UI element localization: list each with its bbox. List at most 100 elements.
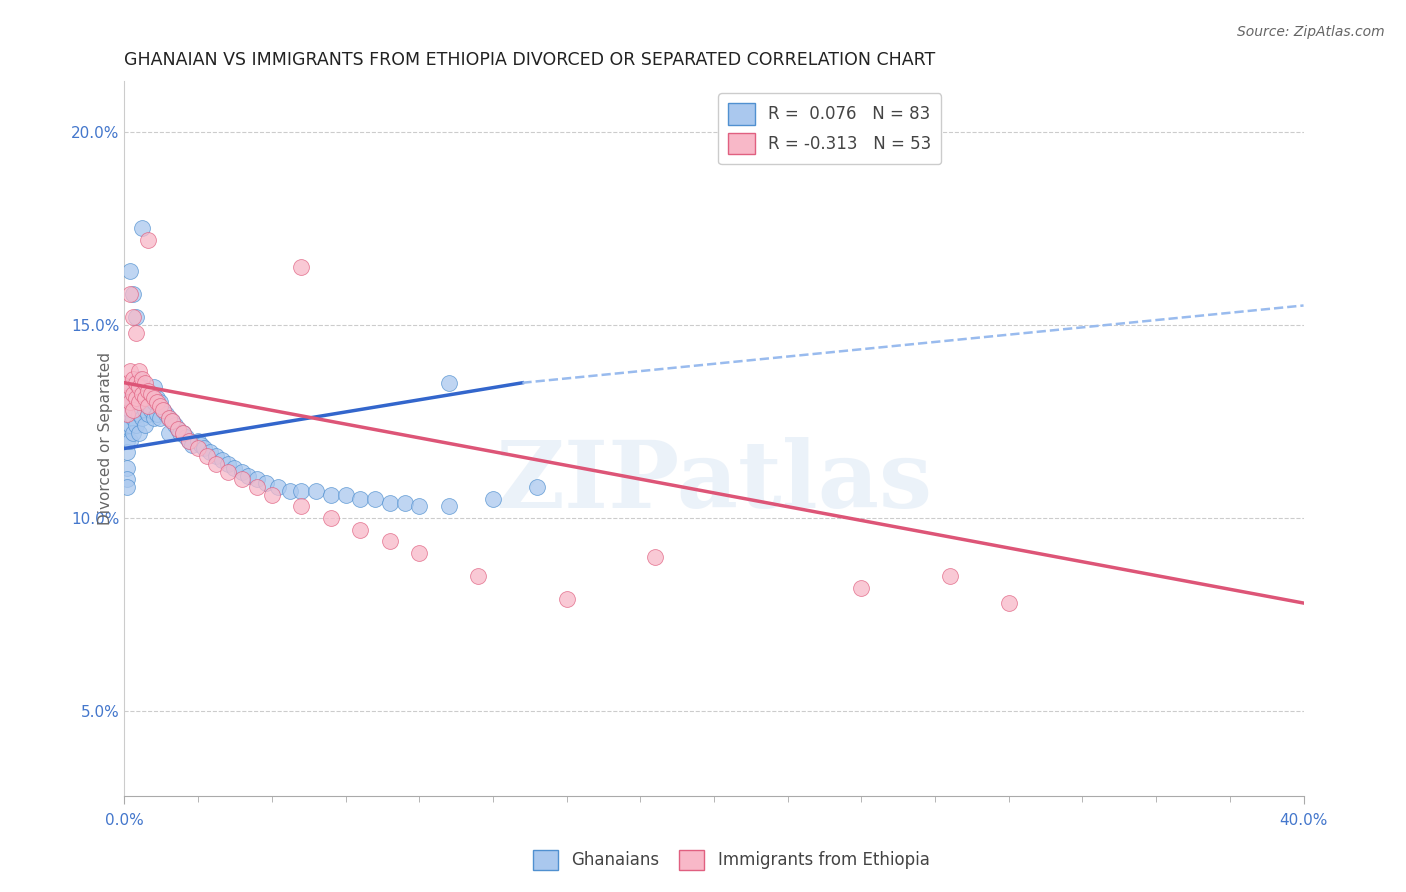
Point — [467, 569, 489, 583]
Point — [290, 500, 312, 514]
Point — [134, 418, 156, 433]
Point — [267, 480, 290, 494]
Point — [125, 418, 148, 433]
Point — [131, 395, 153, 409]
Point — [122, 410, 145, 425]
Point — [139, 387, 162, 401]
Point — [131, 372, 153, 386]
Point — [139, 387, 162, 401]
Point — [125, 391, 148, 405]
Point — [128, 379, 150, 393]
Point — [120, 286, 142, 301]
Text: Source: ZipAtlas.com: Source: ZipAtlas.com — [1237, 25, 1385, 39]
Point — [134, 376, 156, 390]
Point — [128, 395, 150, 409]
Point — [125, 376, 148, 390]
Point — [128, 391, 150, 405]
Point — [120, 418, 142, 433]
Point — [157, 425, 180, 440]
Point — [122, 310, 145, 324]
Point — [120, 364, 142, 378]
Point — [128, 425, 150, 440]
Point — [117, 395, 139, 409]
Point — [142, 410, 165, 425]
Point — [125, 402, 148, 417]
Point — [128, 372, 150, 386]
Point — [231, 465, 253, 479]
Point — [437, 376, 460, 390]
Point — [290, 260, 312, 274]
Point — [128, 407, 150, 421]
Point — [176, 430, 198, 444]
Point — [179, 434, 201, 448]
Point — [117, 434, 139, 448]
Point — [149, 410, 172, 425]
Point — [166, 422, 188, 436]
Point — [190, 437, 212, 451]
Point — [217, 457, 239, 471]
Point — [187, 434, 209, 448]
Point — [939, 569, 962, 583]
Point — [205, 449, 228, 463]
Point — [136, 384, 159, 398]
Point — [169, 425, 191, 440]
Point — [155, 407, 177, 421]
Point — [172, 425, 194, 440]
Point — [120, 402, 142, 417]
Point — [997, 596, 1019, 610]
Point — [166, 422, 188, 436]
Point — [149, 399, 172, 413]
Point — [136, 407, 159, 421]
Legend: R =  0.076   N = 83, R = -0.313   N = 53: R = 0.076 N = 83, R = -0.313 N = 53 — [718, 94, 942, 164]
Point — [136, 399, 159, 413]
Point — [117, 407, 139, 421]
Point — [117, 376, 139, 390]
Point — [408, 546, 430, 560]
Point — [152, 402, 174, 417]
Point — [131, 221, 153, 235]
Point — [644, 549, 666, 564]
Point — [122, 387, 145, 401]
Point — [851, 581, 873, 595]
Point — [246, 472, 269, 486]
Point — [139, 402, 162, 417]
Point — [172, 425, 194, 440]
Point — [122, 372, 145, 386]
Point — [117, 472, 139, 486]
Point — [122, 402, 145, 417]
Point — [378, 495, 401, 509]
Point — [205, 457, 228, 471]
Point — [408, 500, 430, 514]
Point — [117, 460, 139, 475]
Y-axis label: Divorced or Separated: Divorced or Separated — [98, 352, 114, 525]
Point — [117, 480, 139, 494]
Point — [231, 472, 253, 486]
Point — [198, 445, 221, 459]
Point — [142, 379, 165, 393]
Point — [122, 425, 145, 440]
Point — [526, 480, 548, 494]
Point — [122, 395, 145, 409]
Point — [157, 410, 180, 425]
Point — [290, 483, 312, 498]
Point — [555, 592, 578, 607]
Point — [136, 391, 159, 405]
Point — [117, 407, 139, 421]
Point — [134, 402, 156, 417]
Point — [146, 407, 169, 421]
Point — [246, 480, 269, 494]
Point — [146, 395, 169, 409]
Point — [160, 414, 183, 428]
Point — [335, 488, 357, 502]
Point — [146, 391, 169, 405]
Point — [117, 391, 139, 405]
Point — [238, 468, 260, 483]
Point — [181, 437, 204, 451]
Point — [120, 434, 142, 448]
Point — [163, 418, 186, 433]
Point — [305, 483, 328, 498]
Point — [187, 442, 209, 456]
Point — [120, 263, 142, 277]
Point — [128, 364, 150, 378]
Point — [319, 511, 342, 525]
